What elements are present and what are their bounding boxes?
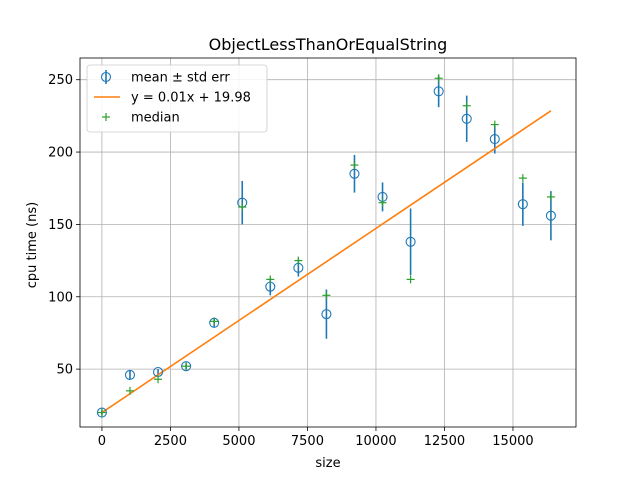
median-point — [378, 198, 387, 207]
mean-point — [405, 236, 416, 247]
median-point — [434, 74, 443, 83]
mean-point — [124, 369, 136, 380]
median-point — [546, 192, 555, 201]
median-point — [518, 174, 527, 183]
mean-point — [349, 168, 360, 179]
x-tick-label: 7500 — [291, 434, 324, 449]
mean-point — [489, 133, 500, 145]
mean-point — [461, 113, 472, 124]
median-point — [462, 101, 471, 110]
median-point — [125, 386, 134, 395]
median-point — [406, 275, 415, 284]
x-tick-label: 10000 — [355, 434, 396, 449]
median-point — [350, 161, 359, 170]
y-axis-label: cpu time (ns) — [25, 202, 40, 288]
plot-area — [96, 74, 556, 418]
y-tick-label: 200 — [48, 146, 73, 161]
axes: 0 2500 5000 7500 10000 12500 15000 50 100 150 200 2… — [48, 57, 577, 449]
x-axis-label: size — [315, 456, 340, 471]
legend: mean ± std err y = 0.01x + 19.98 median — [86, 64, 268, 133]
mean-point — [545, 210, 556, 221]
median-point — [294, 256, 303, 265]
mean-point — [433, 86, 444, 97]
legend-label-median: median — [131, 111, 180, 126]
axes-frame — [79, 57, 577, 428]
legend-label-fit: y = 0.01x + 19.98 — [131, 91, 251, 106]
mean-point — [517, 199, 528, 210]
mean-point — [181, 361, 192, 372]
y-tick-label: 250 — [48, 73, 73, 88]
y-tick-label: 150 — [48, 218, 73, 233]
mean-point — [321, 309, 332, 320]
chart-title: ObjectLessThanOrEqualString — [209, 35, 448, 54]
mean-point — [96, 407, 107, 418]
median-point — [182, 362, 191, 371]
y-tick-label: 50 — [56, 363, 73, 378]
legend-box — [86, 64, 268, 133]
median-point — [322, 291, 331, 300]
median-point — [490, 120, 499, 129]
x-tick-label: 15000 — [492, 434, 533, 449]
y-tick-label: 100 — [48, 290, 73, 305]
x-tick-label: 2500 — [154, 434, 187, 449]
median-point — [210, 317, 219, 326]
x-tick-label: 0 — [98, 434, 106, 449]
median-point — [266, 275, 275, 284]
legend-swatch-mean — [100, 71, 112, 83]
x-tick-label: 12500 — [424, 434, 465, 449]
median-point — [238, 203, 247, 212]
fit-line — [101, 110, 552, 414]
median-point — [97, 408, 106, 417]
x-tick-label: 5000 — [222, 434, 255, 449]
median-point — [154, 375, 163, 384]
legend-label-mean: mean ± std err — [131, 71, 230, 86]
